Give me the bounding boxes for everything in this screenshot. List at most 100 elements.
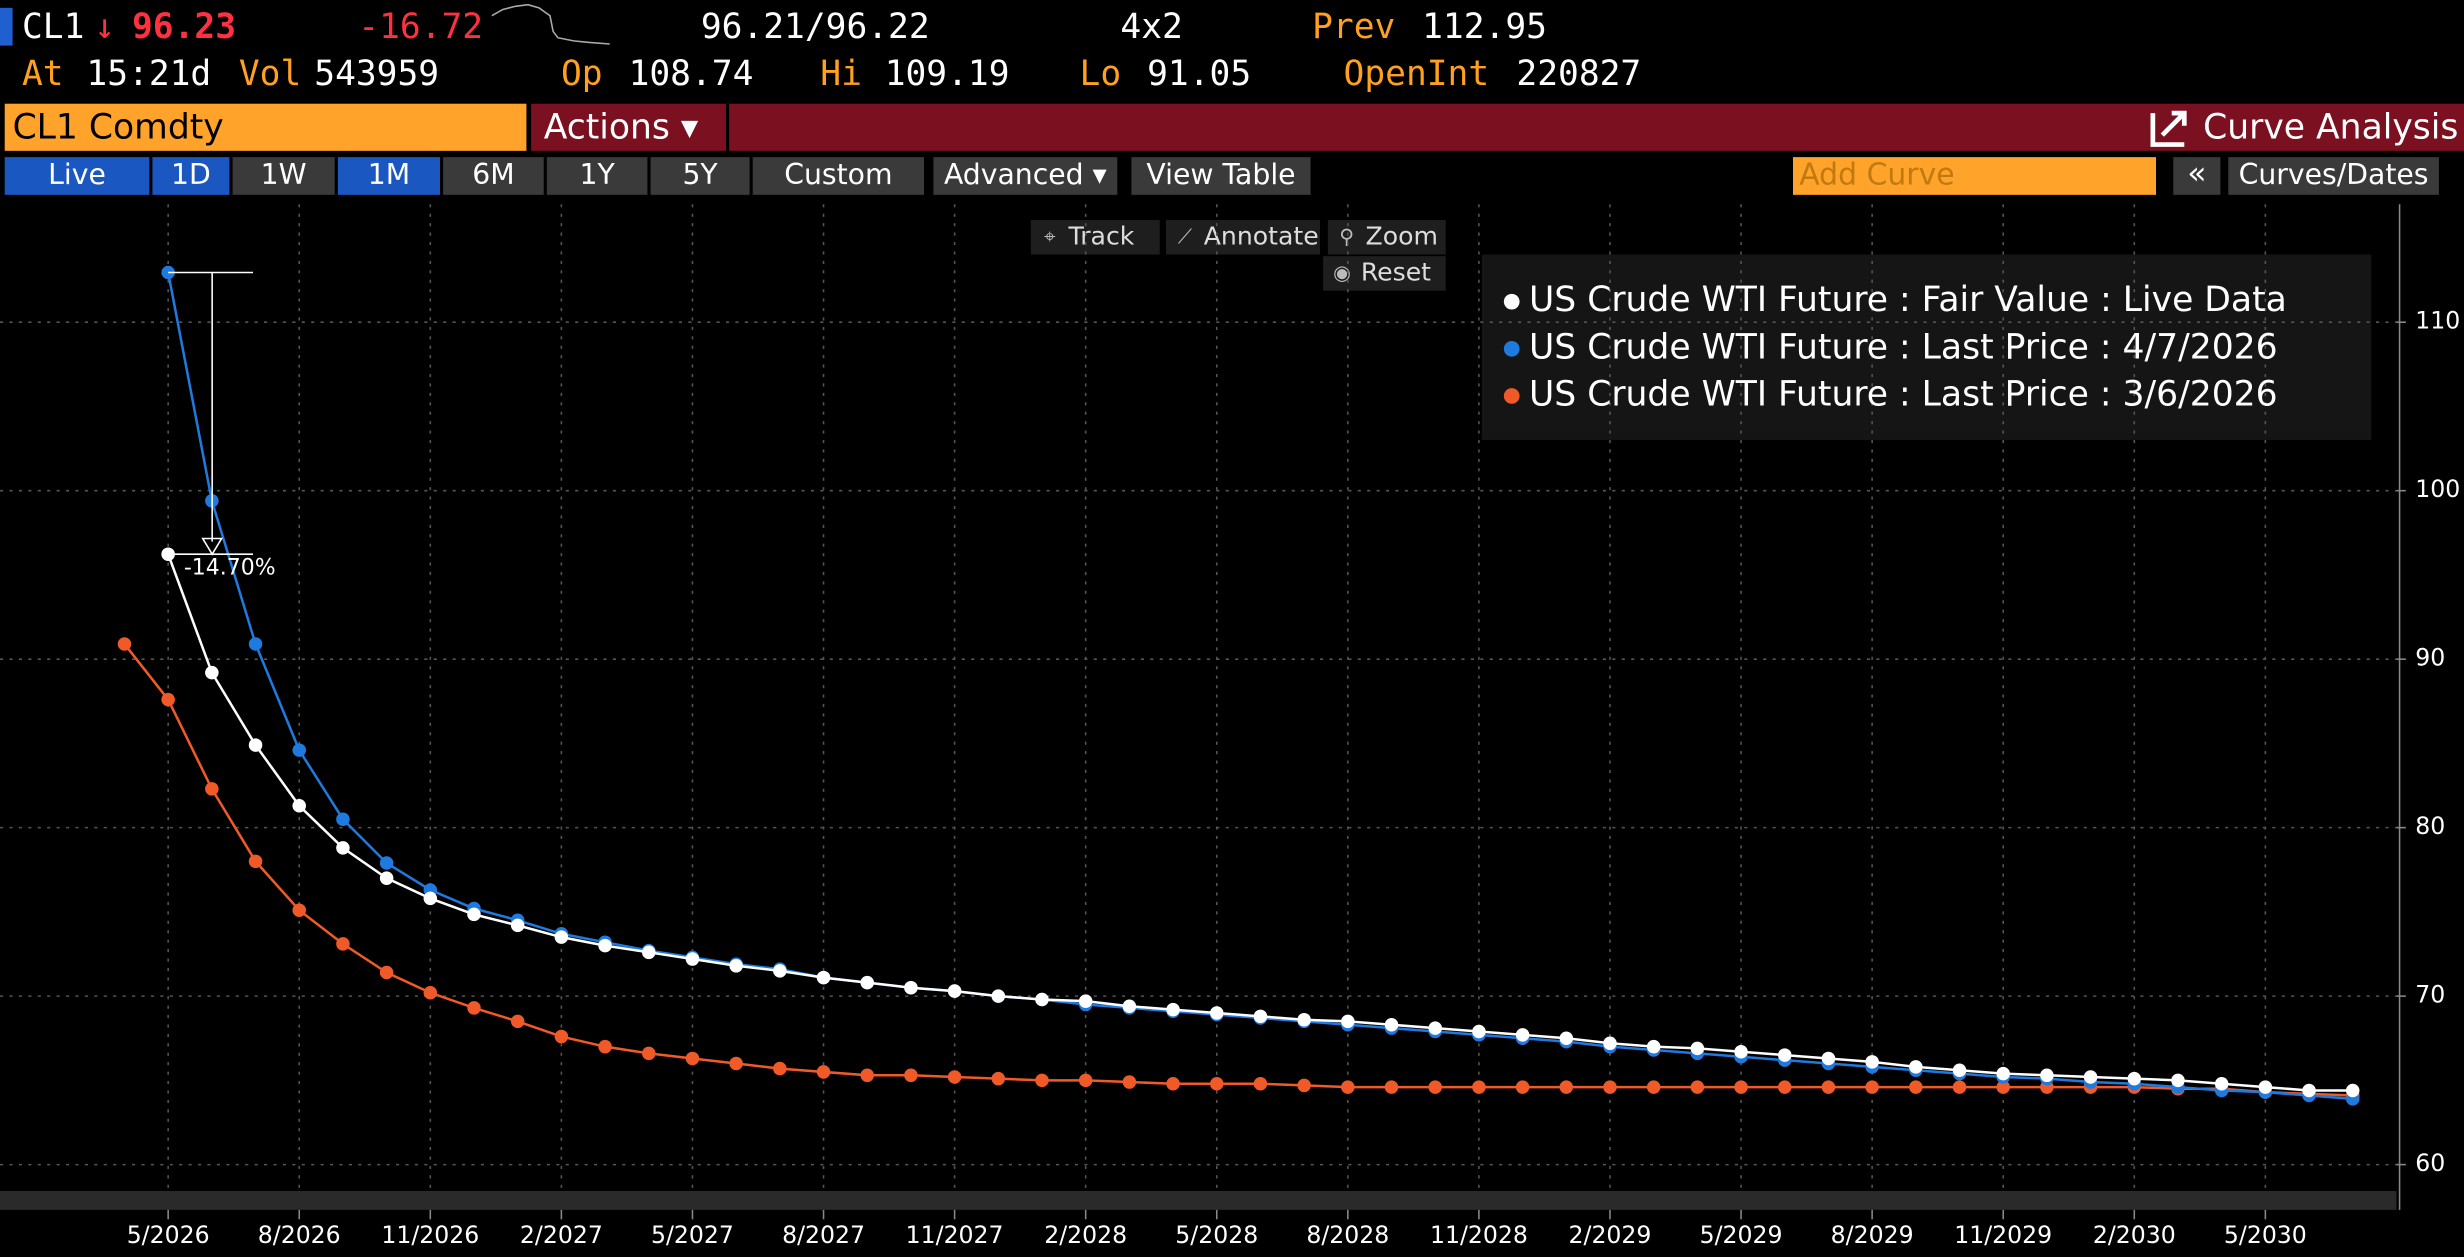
curve-point (2127, 1071, 2142, 1086)
curve-point (1122, 999, 1137, 1013)
x-tick-label: 8/2028 (1306, 1221, 1389, 1249)
annotation-arrow (201, 537, 223, 556)
curve-point (1734, 1080, 1748, 1094)
button-label: 1W (261, 158, 307, 191)
curve-point (1952, 1063, 1967, 1078)
button-label: Advanced ▾ (944, 158, 1108, 191)
range-button[interactable] (752, 157, 924, 195)
volume: 543959 (314, 54, 439, 94)
curve-point (292, 743, 306, 757)
ticker: CL1 (22, 7, 84, 47)
y-tick-label: 70 (2415, 981, 2445, 1009)
curve-point (1690, 1080, 1705, 1094)
range-button[interactable] (1131, 157, 1311, 195)
curve-point (1210, 1076, 1224, 1091)
x-tick-label: 11/2026 (381, 1221, 479, 1249)
last-price: 96.23 (132, 7, 236, 47)
range-button[interactable] (232, 157, 335, 195)
collapse-button[interactable] (2173, 157, 2221, 195)
button-label: Custom (784, 158, 892, 191)
curve-point (336, 812, 350, 826)
tool-icon: ⌖ (1044, 224, 1056, 248)
curve-point (1734, 1044, 1748, 1059)
range-button[interactable] (443, 157, 544, 195)
annotation: -14.70% (184, 555, 276, 580)
curve-point (1384, 1018, 1399, 1032)
tool-label: Annotate (1204, 221, 1319, 250)
curve-point (1035, 1073, 1049, 1088)
legend-label: US Crude WTI Future : Last Price : 4/7/2… (1529, 327, 2278, 367)
x-tick-label: 8/2026 (258, 1221, 341, 1249)
curve-point (685, 1051, 700, 1066)
legend-label: US Crude WTI Future : Fair Value : Live … (1529, 280, 2287, 320)
button-label: 1M (368, 158, 410, 191)
y-tick-label: 60 (2415, 1149, 2445, 1177)
range-button[interactable] (546, 157, 648, 195)
range-button[interactable] (152, 157, 230, 195)
range-button[interactable] (650, 157, 750, 195)
range-button[interactable] (933, 157, 1118, 195)
curve-point (1166, 1076, 1180, 1091)
curve-point (336, 937, 350, 951)
range-button[interactable] (4, 157, 150, 195)
add-curve: Add Curve (1799, 157, 1954, 192)
curve-point (1952, 1080, 1967, 1094)
curve-point (379, 965, 394, 980)
collapse: « (2187, 155, 2206, 191)
y-tick-label: 80 (2415, 812, 2445, 840)
range-button[interactable] (337, 157, 440, 195)
curve-point (1909, 1060, 1923, 1074)
x-tick-label: 5/2027 (651, 1221, 734, 1249)
curve-point (685, 952, 700, 966)
curve-line (123, 643, 2353, 1097)
curve-point (292, 798, 306, 813)
curve-point (117, 637, 132, 651)
curve-point (1384, 1080, 1399, 1094)
security-box[interactable] (4, 103, 527, 151)
function-name: Curve Analysis (2203, 107, 2458, 147)
curve-point (1253, 1076, 1268, 1091)
curve-point (642, 945, 656, 960)
curves-dates-button[interactable] (2228, 157, 2439, 195)
curve-point (161, 692, 175, 707)
curve-point (1777, 1048, 1792, 1062)
curve-point (1472, 1080, 1486, 1094)
tool-button[interactable] (1166, 219, 1320, 255)
x-tick-label: 5/2026 (127, 1221, 210, 1249)
curve-point (1603, 1036, 1617, 1051)
export-icon[interactable] (2150, 110, 2187, 147)
curve-point (467, 1001, 481, 1015)
curve-point (1472, 1024, 1486, 1039)
button-label: 1D (171, 158, 211, 191)
x-tick-label: 2/2030 (2093, 1221, 2176, 1249)
button-label: 5Y (682, 158, 718, 191)
curve-point (1297, 1012, 1311, 1027)
actions-menu[interactable]: Actions ▾ (544, 107, 699, 147)
curve-point (1122, 1075, 1137, 1089)
tool-button[interactable] (1030, 219, 1160, 255)
curve-point (1297, 1078, 1311, 1093)
curve-point (248, 637, 263, 651)
x-tick-label: 5/2030 (2224, 1221, 2307, 1249)
curve-point (2171, 1073, 2185, 1088)
curve-point (1865, 1055, 1879, 1069)
add-curve-box[interactable] (1793, 157, 2156, 195)
curve-point (1865, 1080, 1879, 1094)
curve-point (1996, 1080, 2010, 1094)
x-tick-label: 8/2027 (782, 1221, 865, 1249)
curve-point (1253, 1009, 1268, 1024)
vol-label: Vol (239, 54, 301, 94)
curve-point (1559, 1031, 1574, 1045)
arrow: ↓ (94, 7, 115, 47)
curve-point (642, 1046, 656, 1061)
high: 109.19 (885, 54, 1010, 94)
tool-label: Zoom (1366, 221, 1438, 250)
curve-point (2302, 1083, 2316, 1098)
curve-point (1035, 992, 1049, 1007)
curve-point (904, 980, 918, 995)
scrollbar[interactable] (0, 1191, 2397, 1210)
curve-point (510, 1014, 525, 1029)
curve-point (1078, 994, 1093, 1008)
tool-button[interactable] (1323, 256, 1446, 291)
